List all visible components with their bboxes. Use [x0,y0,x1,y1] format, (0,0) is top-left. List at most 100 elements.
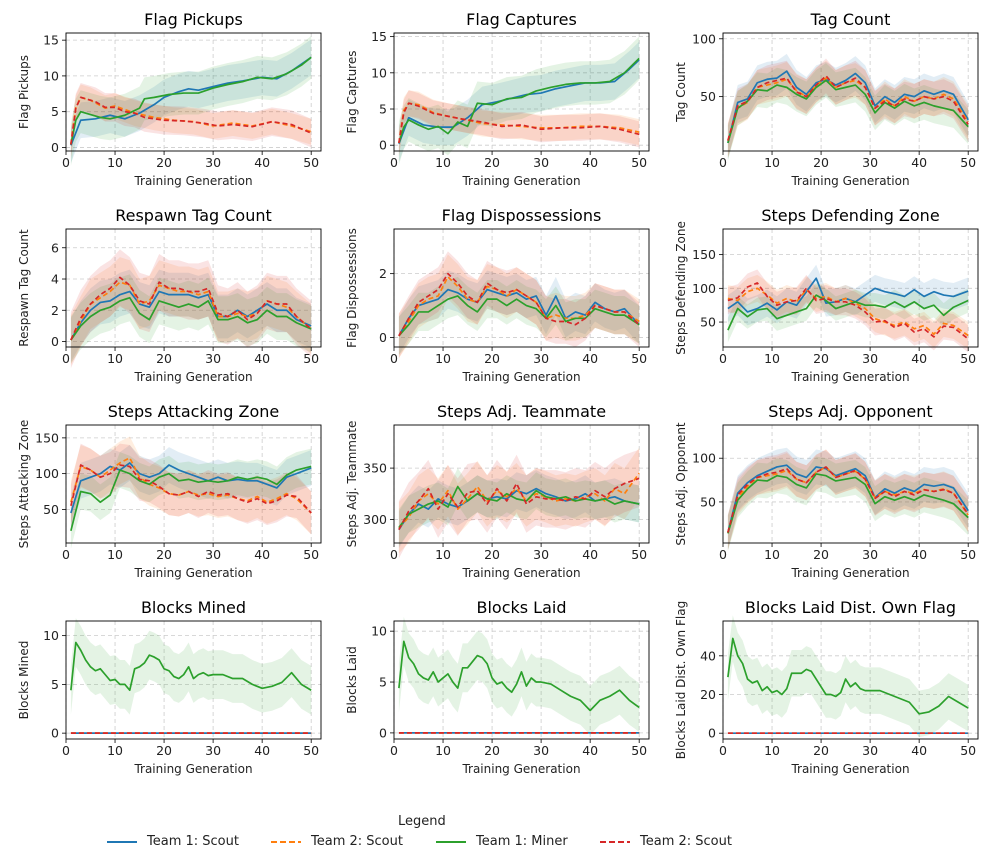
x-tick-label: 20 [156,351,172,366]
y-tick-label: 100 [35,466,59,481]
subplot-title: Flag Dispossessions [442,206,602,225]
x-tick-label: 0 [390,351,398,366]
axes-frame [65,424,322,544]
x-tick-label: 30 [205,351,221,366]
x-tick-label: 40 [911,743,927,758]
series-line-1 [70,462,312,514]
x-axis-label: Training Generation [790,762,909,776]
x-axis-label: Training Generation [790,174,909,188]
x-axis-label: Training Generation [133,370,252,384]
y-tick-label: 0 [379,138,387,153]
legend-label: Team 2: Scout [640,834,732,849]
series-band-1 [398,41,640,162]
x-tick-label: 0 [62,743,70,758]
series-band-3 [70,35,312,167]
series-band-1 [727,447,969,550]
legend-label: Team 1: Scout [147,834,239,849]
x-tick-label: 0 [719,743,727,758]
series-line-4 [70,96,312,145]
y-tick-label: 20 [700,687,716,702]
x-tick-label: 20 [484,155,500,170]
x-tick-label: 30 [533,351,549,366]
series-line-3 [398,640,640,712]
y-tick-label: 2 [51,303,59,318]
series-band-4 [398,90,640,157]
subplot-4: 0 10 20 30 40 50 0 2 4 6 Respawn Tag Count Training… [17,206,322,384]
y-tick-label: 50 [700,494,716,509]
subplot-6: 0 10 20 30 40 50 50 100 150 Steps Defending Zone T… [674,206,979,384]
subplot-8: 0 10 20 30 40 50 300 350 Steps Adj. Teammate Trai… [345,402,650,580]
x-tick-label: 50 [631,351,647,366]
y-axis-label: Blocks Mined [17,641,31,720]
x-tick-label: 10 [107,155,123,170]
series-line-2 [398,472,640,529]
y-tick-label: 10 [371,65,387,80]
x-axis-label: Training Generation [790,566,909,580]
series-band-4 [727,449,969,550]
series-line-4 [398,272,640,337]
y-axis-label: Blocks Laid Dist. Own Flag [674,601,688,759]
series-band-2 [70,84,312,157]
y-tick-label: 0 [379,725,387,740]
y-tick-label: 0 [51,726,59,741]
y-axis-label: Steps Attacking Zone [17,420,31,549]
x-tick-label: 0 [390,743,398,758]
y-tick-label: 40 [700,648,716,663]
axes-frame [393,228,650,348]
series-line-2 [727,287,969,337]
x-axis-label: Training Generation [461,762,580,776]
series-line-3 [398,295,640,337]
series-line-3 [727,473,969,534]
series-line-4 [70,464,312,514]
y-tick-label: 5 [379,675,387,690]
x-tick-label: 40 [582,547,598,562]
series-line-4 [398,477,640,531]
x-tick-label: 20 [156,547,172,562]
series-band-1 [727,264,969,326]
y-tick-label: 10 [43,628,59,643]
series-band-3 [727,282,969,343]
subplot-title: Blocks Laid [476,598,566,617]
series-band-2 [727,60,969,158]
y-tick-label: 150 [692,247,716,262]
legend-title: Legend [398,814,446,829]
series-band-2 [398,447,640,554]
y-tick-label: 0 [708,726,716,741]
subplot-title: Respawn Tag Count [115,206,272,225]
x-tick-label: 40 [254,743,270,758]
series-line-3 [70,465,312,532]
x-tick-label: 30 [533,547,549,562]
x-tick-label: 50 [303,743,319,758]
x-tick-label: 20 [484,547,500,562]
series-band-3 [727,456,969,551]
x-tick-label: 40 [582,743,598,758]
axes-frame [393,424,650,544]
x-tick-label: 30 [862,155,878,170]
series-line-4 [70,276,312,341]
y-tick-label: 2 [379,266,387,281]
x-axis-label: Training Generation [133,174,252,188]
x-tick-label: 10 [107,743,123,758]
x-tick-label: 20 [484,351,500,366]
series-line-3 [70,641,312,692]
x-tick-label: 0 [390,155,398,170]
x-tick-label: 50 [631,547,647,562]
y-axis-label: Respawn Tag Count [17,229,31,347]
x-tick-label: 10 [764,155,780,170]
subplot-11: 0 10 20 30 40 50 0 5 10 Blocks Laid Training Gener… [345,598,650,776]
series-line-3 [398,57,640,144]
series-band-3 [398,36,640,165]
y-axis-label: Steps Defending Zone [674,221,688,355]
series-line-4 [727,282,969,340]
x-tick-label: 20 [813,351,829,366]
x-tick-label: 10 [764,547,780,562]
x-tick-label: 10 [435,547,451,562]
x-axis-label: Training Generation [461,370,580,384]
x-tick-label: 30 [533,743,549,758]
x-tick-label: 10 [107,351,123,366]
x-tick-label: 10 [764,351,780,366]
series-line-4 [727,74,969,141]
x-tick-label: 20 [156,155,172,170]
y-tick-label: 5 [379,102,387,117]
y-tick-label: 350 [363,461,387,476]
